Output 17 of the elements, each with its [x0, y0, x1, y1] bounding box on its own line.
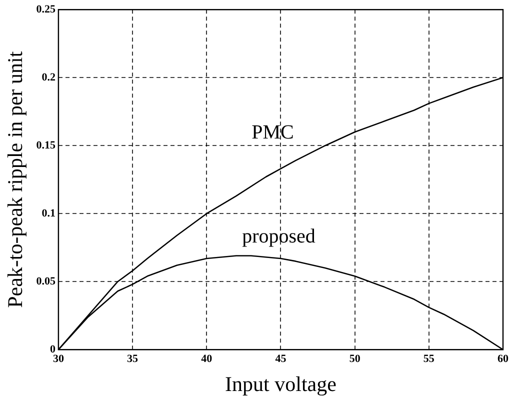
y-axis-title: Peak-to-peak ripple in per unit	[3, 51, 28, 308]
x-tick-label: 45	[275, 353, 287, 366]
x-tick-label: 50	[349, 353, 361, 366]
y-tick-label: 0.25	[36, 3, 56, 16]
x-tick-label: 35	[127, 353, 139, 366]
y-tick-label: 0.2	[42, 71, 56, 84]
series-label: PMC	[252, 122, 294, 144]
x-tick-label: 55	[423, 353, 435, 366]
x-tick-label: 40	[201, 353, 213, 366]
series-label: proposed	[242, 225, 316, 248]
y-tick-label: 0.05	[36, 275, 56, 288]
y-tick-label: 0.1	[42, 207, 56, 220]
x-tick-label: 60	[498, 353, 509, 366]
x-tick-label: 30	[52, 353, 64, 366]
y-tick-label: 0	[50, 343, 56, 356]
x-axis-title: Input voltage	[225, 372, 336, 396]
y-tick-label: 0.15	[36, 139, 56, 152]
